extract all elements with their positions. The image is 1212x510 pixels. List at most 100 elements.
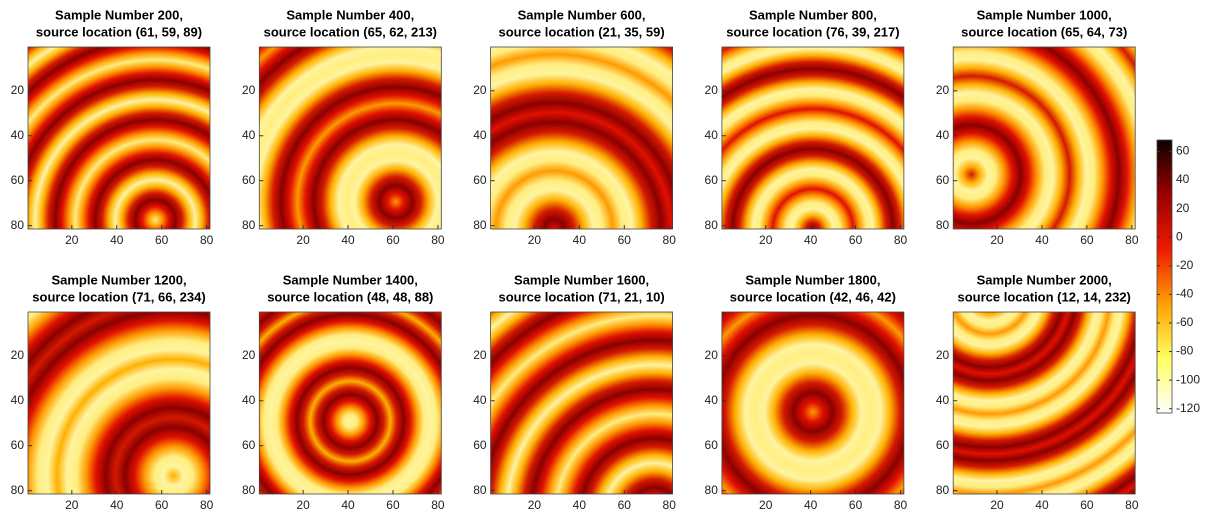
panel-title: Sample Number 1000, bbox=[977, 7, 1112, 22]
panel-subtitle: source location (71, 66, 234) bbox=[32, 289, 205, 304]
plot-frame bbox=[490, 46, 674, 230]
plot-frame bbox=[27, 46, 211, 230]
y-tick-label: 80 bbox=[473, 218, 487, 232]
x-tick-label: 40 bbox=[110, 233, 124, 247]
panel-subtitle: source location (21, 35, 59) bbox=[499, 24, 665, 39]
x-tick-label: 80 bbox=[431, 498, 445, 510]
x-tick-label: 20 bbox=[296, 233, 310, 247]
y-tick-label: 40 bbox=[705, 128, 719, 142]
colorbar-label: -120 bbox=[1176, 401, 1200, 415]
x-tick-label: 40 bbox=[573, 233, 587, 247]
heatmap-image bbox=[721, 312, 904, 494]
x-tick-label: 80 bbox=[431, 233, 445, 247]
x-tick-label: 20 bbox=[990, 233, 1004, 247]
x-tick-label: 60 bbox=[618, 233, 632, 247]
plot-frame bbox=[721, 46, 905, 230]
x-tick-label: 60 bbox=[155, 498, 169, 510]
y-tick-label: 20 bbox=[936, 348, 950, 362]
y-tick-label: 80 bbox=[242, 218, 256, 232]
x-tick-label: 40 bbox=[804, 498, 818, 510]
x-tick-label: 40 bbox=[341, 233, 355, 247]
heatmap-image bbox=[490, 312, 673, 494]
y-tick-label: 40 bbox=[936, 128, 950, 142]
x-tick-label: 80 bbox=[200, 233, 214, 247]
y-tick-label: 60 bbox=[936, 438, 950, 452]
panel-title: Sample Number 1400, bbox=[283, 272, 418, 287]
y-tick-label: 20 bbox=[11, 348, 25, 362]
y-tick-label: 20 bbox=[473, 83, 487, 97]
colorbar-label: -20 bbox=[1176, 258, 1194, 272]
x-tick-label: 60 bbox=[849, 233, 863, 247]
y-tick-label: 40 bbox=[705, 393, 719, 407]
x-tick-label: 80 bbox=[1125, 233, 1139, 247]
x-tick-label: 80 bbox=[200, 498, 214, 510]
y-tick-label: 40 bbox=[242, 393, 256, 407]
y-tick-label: 80 bbox=[473, 483, 487, 497]
y-tick-label: 20 bbox=[936, 83, 950, 97]
y-tick-label: 40 bbox=[473, 128, 487, 142]
x-tick-label: 20 bbox=[759, 498, 773, 510]
y-tick-label: 80 bbox=[11, 483, 25, 497]
panel-subtitle: source location (48, 48, 88) bbox=[267, 289, 433, 304]
y-tick-label: 20 bbox=[705, 348, 719, 362]
y-tick-label: 40 bbox=[242, 128, 256, 142]
x-tick-label: 80 bbox=[663, 498, 677, 510]
heatmap-image bbox=[721, 47, 904, 229]
y-tick-label: 60 bbox=[473, 438, 487, 452]
x-tick-label: 20 bbox=[528, 498, 542, 510]
x-tick-label: 40 bbox=[1035, 498, 1049, 510]
x-tick-label: 40 bbox=[573, 498, 587, 510]
x-tick-label: 80 bbox=[663, 233, 677, 247]
x-tick-label: 60 bbox=[618, 498, 632, 510]
y-tick-label: 80 bbox=[936, 218, 950, 232]
colorbar-label: 0 bbox=[1176, 229, 1183, 243]
x-tick-label: 80 bbox=[894, 498, 908, 510]
plot-frame bbox=[27, 311, 211, 495]
x-tick-label: 20 bbox=[65, 498, 79, 510]
y-tick-label: 60 bbox=[705, 438, 719, 452]
panel-subtitle: source location (65, 64, 73) bbox=[961, 24, 1127, 39]
panel-subtitle: source location (71, 21, 10) bbox=[499, 289, 665, 304]
heatmap-image bbox=[259, 312, 442, 494]
panel-subtitle: source location (61, 59, 89) bbox=[36, 24, 202, 39]
x-tick-label: 80 bbox=[1125, 498, 1139, 510]
x-tick-label: 60 bbox=[386, 498, 400, 510]
panel-subtitle: source location (76, 39, 217) bbox=[726, 24, 899, 39]
colorbar-label: -100 bbox=[1176, 372, 1200, 386]
colorbar-label: 40 bbox=[1176, 172, 1190, 186]
y-tick-label: 40 bbox=[936, 393, 950, 407]
panel-title: Sample Number 800, bbox=[749, 7, 877, 22]
y-tick-label: 40 bbox=[11, 393, 25, 407]
y-tick-label: 20 bbox=[242, 348, 256, 362]
x-tick-label: 80 bbox=[894, 233, 908, 247]
y-tick-label: 80 bbox=[936, 483, 950, 497]
x-tick-label: 20 bbox=[296, 498, 310, 510]
heatmap-image bbox=[259, 47, 442, 229]
y-tick-label: 20 bbox=[242, 83, 256, 97]
heatmap-image bbox=[28, 312, 210, 494]
x-tick-label: 60 bbox=[386, 233, 400, 247]
colorbar-label: -60 bbox=[1176, 315, 1194, 329]
plot-frame bbox=[258, 46, 442, 230]
y-tick-label: 60 bbox=[936, 173, 950, 187]
x-tick-label: 60 bbox=[155, 233, 169, 247]
panel-title: Sample Number 600, bbox=[518, 7, 646, 22]
panel-title: Sample Number 2000, bbox=[977, 272, 1112, 287]
x-tick-label: 20 bbox=[65, 233, 79, 247]
colorbar-label: 20 bbox=[1176, 201, 1190, 215]
y-tick-label: 80 bbox=[242, 483, 256, 497]
colorbar-label: 60 bbox=[1176, 144, 1190, 158]
x-tick-label: 20 bbox=[759, 233, 773, 247]
heatmap-image bbox=[953, 312, 1136, 494]
panel-subtitle: source location (42, 46, 42) bbox=[730, 289, 896, 304]
x-tick-label: 40 bbox=[341, 498, 355, 510]
panel-title: Sample Number 200, bbox=[55, 7, 183, 22]
x-tick-label: 60 bbox=[1080, 498, 1094, 510]
y-tick-label: 60 bbox=[242, 438, 256, 452]
heatmap-image bbox=[490, 47, 673, 229]
y-tick-label: 80 bbox=[705, 218, 719, 232]
x-tick-label: 60 bbox=[1080, 233, 1094, 247]
plot-frame bbox=[952, 311, 1136, 495]
x-tick-label: 40 bbox=[1035, 233, 1049, 247]
